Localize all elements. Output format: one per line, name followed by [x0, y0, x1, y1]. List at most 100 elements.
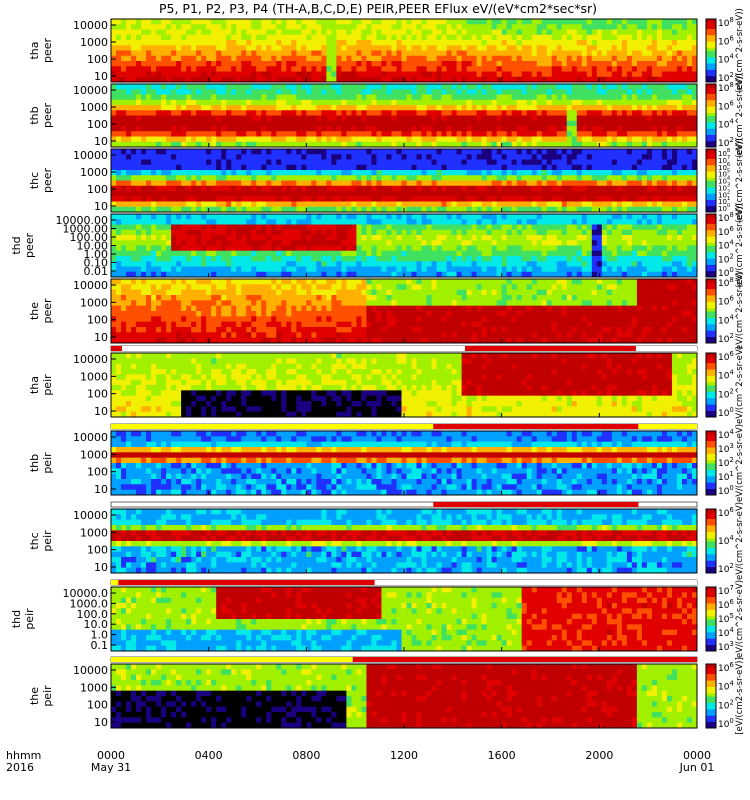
- heat-cell: [241, 261, 247, 267]
- heat-cell: [571, 61, 578, 67]
- heat-cell: [126, 126, 132, 132]
- heat-cell: [166, 250, 172, 257]
- heat-cell: [656, 61, 663, 67]
- heat-cell: [286, 110, 292, 116]
- heat-cell: [326, 50, 332, 57]
- heat-cell: [471, 170, 478, 176]
- heat-cell: [456, 149, 463, 155]
- heat-cell: [556, 149, 563, 155]
- heat-cell: [231, 245, 237, 252]
- heat-cell: [276, 131, 282, 137]
- heat-cell: [311, 61, 317, 67]
- heat-cell: [526, 24, 533, 30]
- heat-cell: [231, 214, 237, 220]
- heat-cell: [121, 229, 127, 236]
- heat-cell: [601, 24, 608, 30]
- heat-cell: [636, 50, 643, 57]
- heat-cell: [176, 29, 182, 36]
- heat-cell: [141, 66, 147, 72]
- heat-cell: [361, 154, 367, 160]
- colorbar-tick-label: 107: [718, 155, 730, 165]
- heat-cell: [381, 66, 387, 72]
- heat-cell: [126, 19, 132, 25]
- heat-cell: [636, 201, 643, 208]
- heat-cell: [491, 154, 498, 160]
- heat-cell: [556, 55, 563, 62]
- heat-cell: [141, 71, 147, 78]
- heat-cell: [206, 266, 212, 273]
- heat-cell: [281, 89, 287, 95]
- heat-cell: [271, 89, 277, 95]
- heat-cell: [196, 201, 202, 208]
- heat-cell: [301, 105, 307, 111]
- heat-cell: [436, 84, 443, 90]
- heat-cell: [276, 206, 282, 213]
- heat-cell: [141, 245, 147, 252]
- heat-cell: [371, 191, 377, 197]
- heat-cell: [436, 154, 443, 160]
- heat-cell: [541, 115, 548, 122]
- heat-cell: [546, 120, 553, 127]
- heat-cell: [231, 40, 237, 46]
- heat-cell: [521, 76, 528, 83]
- heat-cell: [211, 180, 217, 187]
- heat-cell: [416, 136, 423, 143]
- heat-cell: [671, 71, 678, 78]
- heat-cell: [576, 34, 583, 41]
- heat-cell: [521, 40, 528, 46]
- heat-cell: [571, 76, 578, 83]
- heat-cell: [671, 149, 678, 155]
- heat-cell: [116, 240, 122, 246]
- heat-cell: [176, 131, 182, 137]
- heat-cell: [176, 55, 182, 62]
- heat-cell: [446, 84, 453, 90]
- heat-cell: [271, 256, 277, 262]
- heat-cell: [426, 141, 433, 148]
- heat-cell: [551, 66, 558, 72]
- heat-cell: [261, 141, 267, 148]
- heat-cell: [686, 201, 693, 208]
- heat-cell: [256, 99, 262, 106]
- heat-cell: [606, 110, 613, 116]
- heat-cell: [506, 24, 513, 30]
- heat-cell: [121, 50, 127, 57]
- heat-cell: [691, 19, 698, 25]
- heat-cell: [206, 66, 212, 72]
- heat-cell: [646, 141, 653, 148]
- heat-cell: [636, 164, 643, 171]
- colorbar-swatch: [706, 53, 716, 58]
- heat-cell: [226, 266, 232, 273]
- heat-cell: [176, 110, 182, 116]
- heat-cell: [366, 229, 372, 236]
- heat-cell: [196, 240, 202, 246]
- heat-cell: [271, 24, 277, 30]
- heat-cell: [216, 185, 222, 192]
- heat-cell: [551, 185, 558, 192]
- heat-cell: [391, 149, 397, 155]
- heat-cell: [211, 164, 217, 171]
- heat-cell: [186, 271, 192, 278]
- heat-cell: [636, 120, 643, 127]
- heat-cell: [126, 149, 132, 155]
- heat-cell: [676, 89, 683, 95]
- heat-cell: [556, 66, 563, 72]
- heat-cell: [571, 175, 578, 181]
- heat-cell: [296, 29, 302, 36]
- heat-cell: [466, 99, 473, 106]
- heat-cell: [551, 34, 558, 41]
- heat-cell: [406, 136, 413, 143]
- colorbar-swatch: [706, 31, 716, 36]
- heat-cell: [371, 180, 377, 187]
- heat-cell: [636, 115, 643, 122]
- heat-cell: [226, 185, 232, 192]
- heat-cell: [671, 206, 678, 213]
- heat-cell: [281, 170, 287, 176]
- heat-cell: [416, 191, 423, 197]
- heat-cell: [236, 55, 242, 62]
- heat-cell: [351, 206, 357, 213]
- heat-cell: [286, 180, 292, 187]
- heat-cell: [671, 45, 678, 51]
- heat-cell: [341, 84, 347, 90]
- heat-cell: [251, 201, 257, 208]
- heat-cell: [201, 99, 207, 106]
